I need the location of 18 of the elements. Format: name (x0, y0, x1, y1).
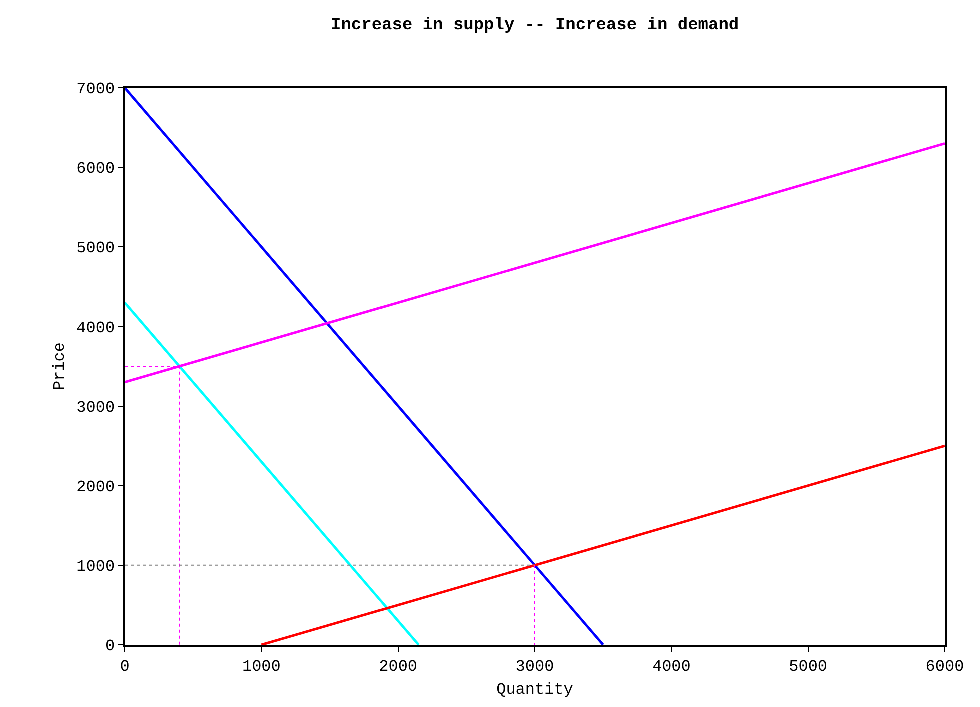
x-tick-label: 0 (120, 658, 130, 676)
x-axis-title: Quantity (496, 681, 574, 700)
x-tick-label: 4000 (652, 658, 691, 676)
x-tick-label: 6000 (926, 658, 964, 676)
y-tick-label: 0 (105, 638, 116, 656)
y-tick-label: 5000 (76, 240, 116, 258)
y-tick-label: 3000 (76, 398, 116, 417)
y-tick-label: 7000 (76, 80, 116, 99)
y-tick-label: 6000 (76, 160, 116, 178)
x-tick-label: 5000 (789, 658, 828, 676)
y-tick-label: 2000 (76, 478, 116, 496)
y-axis-title: Price (51, 342, 70, 391)
x-tick-label: 2000 (379, 658, 418, 676)
chart-title: Increase in supply -- Increase in demand (331, 16, 740, 36)
x-tick-label: 3000 (516, 658, 554, 676)
x-tick-label: 1000 (242, 658, 281, 676)
y-tick-label: 1000 (76, 558, 116, 576)
y-tick-label: 4000 (76, 319, 116, 338)
